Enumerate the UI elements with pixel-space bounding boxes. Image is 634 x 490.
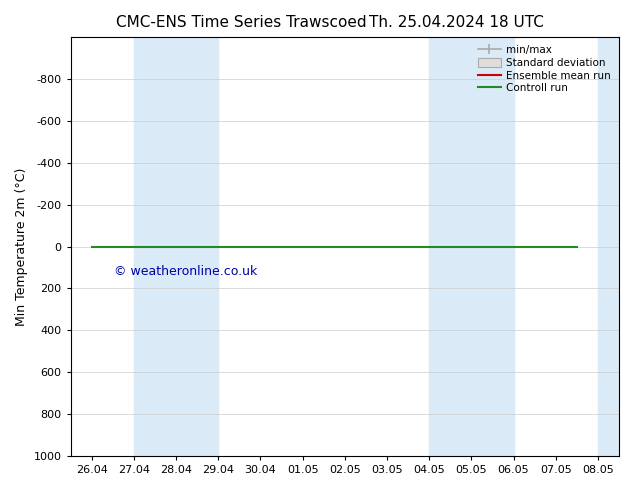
Y-axis label: Min Temperature 2m (°C): Min Temperature 2m (°C) [15,167,28,326]
Bar [134,37,176,456]
Bar [429,37,471,456]
Text: CMC-ENS Time Series Trawscoed: CMC-ENS Time Series Trawscoed [115,15,366,30]
Bar [176,37,218,456]
Bar [598,37,619,456]
Legend: min/max, Standard deviation, Ensemble mean run, Controll run: min/max, Standard deviation, Ensemble me… [475,42,614,97]
Bar [471,37,514,456]
Text: © weatheronline.co.uk: © weatheronline.co.uk [115,265,257,278]
Text: Th. 25.04.2024 18 UTC: Th. 25.04.2024 18 UTC [369,15,544,30]
